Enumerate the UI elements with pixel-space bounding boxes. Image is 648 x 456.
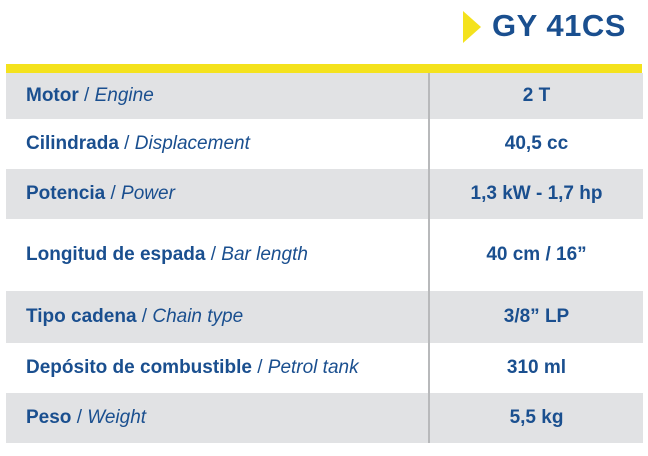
label-en: Engine [94, 85, 154, 106]
spec-value: 5,5 kg [429, 393, 643, 443]
arrow-icon [463, 11, 481, 43]
spec-label: Motor / Engine [6, 73, 430, 119]
label-en: Weight [87, 407, 147, 428]
spec-value: 40 cm / 16” [429, 219, 643, 291]
label-separator: / [205, 244, 222, 265]
label-es: Potencia [26, 183, 106, 204]
label-en: Displacement [134, 133, 250, 154]
label-separator: / [136, 306, 153, 327]
header: GY 41CS [0, 0, 648, 64]
label-es: Peso [26, 407, 72, 428]
spec-value: 310 ml [429, 343, 643, 393]
label-separator: / [251, 357, 268, 378]
spec-value: 40,5 cc [429, 119, 643, 169]
label-separator: / [78, 85, 95, 106]
spec-label: Tipo cadena / Chain type [6, 291, 430, 343]
spec-row-bar-length: Longitud de espada / Bar length 40 cm / … [6, 219, 643, 291]
spec-row-weight: Peso / Weight 5,5 kg [6, 393, 643, 443]
label-es: Motor [26, 85, 79, 106]
label-en: Power [121, 183, 175, 204]
accent-bar [6, 64, 642, 73]
spec-label: Potencia / Power [6, 169, 430, 219]
label-separator: / [71, 407, 88, 428]
spec-label: Cilindrada / Displacement [6, 119, 430, 169]
spec-row-displacement: Cilindrada / Displacement 40,5 cc [6, 119, 643, 169]
label-en: Bar length [221, 244, 308, 265]
spec-value: 1,3 kW - 1,7 hp [429, 169, 643, 219]
spec-row-petrol-tank: Depósito de combustible / Petrol tank 31… [6, 343, 643, 393]
label-separator: / [105, 183, 122, 204]
spec-row-chain-type: Tipo cadena / Chain type 3/8” LP [6, 291, 643, 343]
spec-value: 3/8” LP [429, 291, 643, 343]
spec-row-power: Potencia / Power 1,3 kW - 1,7 hp [6, 169, 643, 219]
spec-label: Peso / Weight [6, 393, 430, 443]
spec-label: Longitud de espada / Bar length [6, 219, 430, 291]
spec-label: Depósito de combustible / Petrol tank [6, 343, 430, 393]
label-es: Tipo cadena [26, 306, 137, 327]
spec-row-engine: Motor / Engine 2 T [6, 73, 643, 119]
spec-table: Motor / Engine 2 T Cilindrada / Displace… [6, 73, 643, 443]
label-en: Chain type [152, 306, 244, 327]
label-es: Depósito de combustible [26, 357, 252, 378]
spec-value: 2 T [429, 73, 643, 119]
model-title: GY 41CS [492, 8, 626, 43]
label-es: Cilindrada [26, 133, 119, 154]
label-es: Longitud de espada [26, 244, 206, 265]
label-separator: / [118, 133, 135, 154]
label-en: Petrol tank [267, 357, 359, 378]
